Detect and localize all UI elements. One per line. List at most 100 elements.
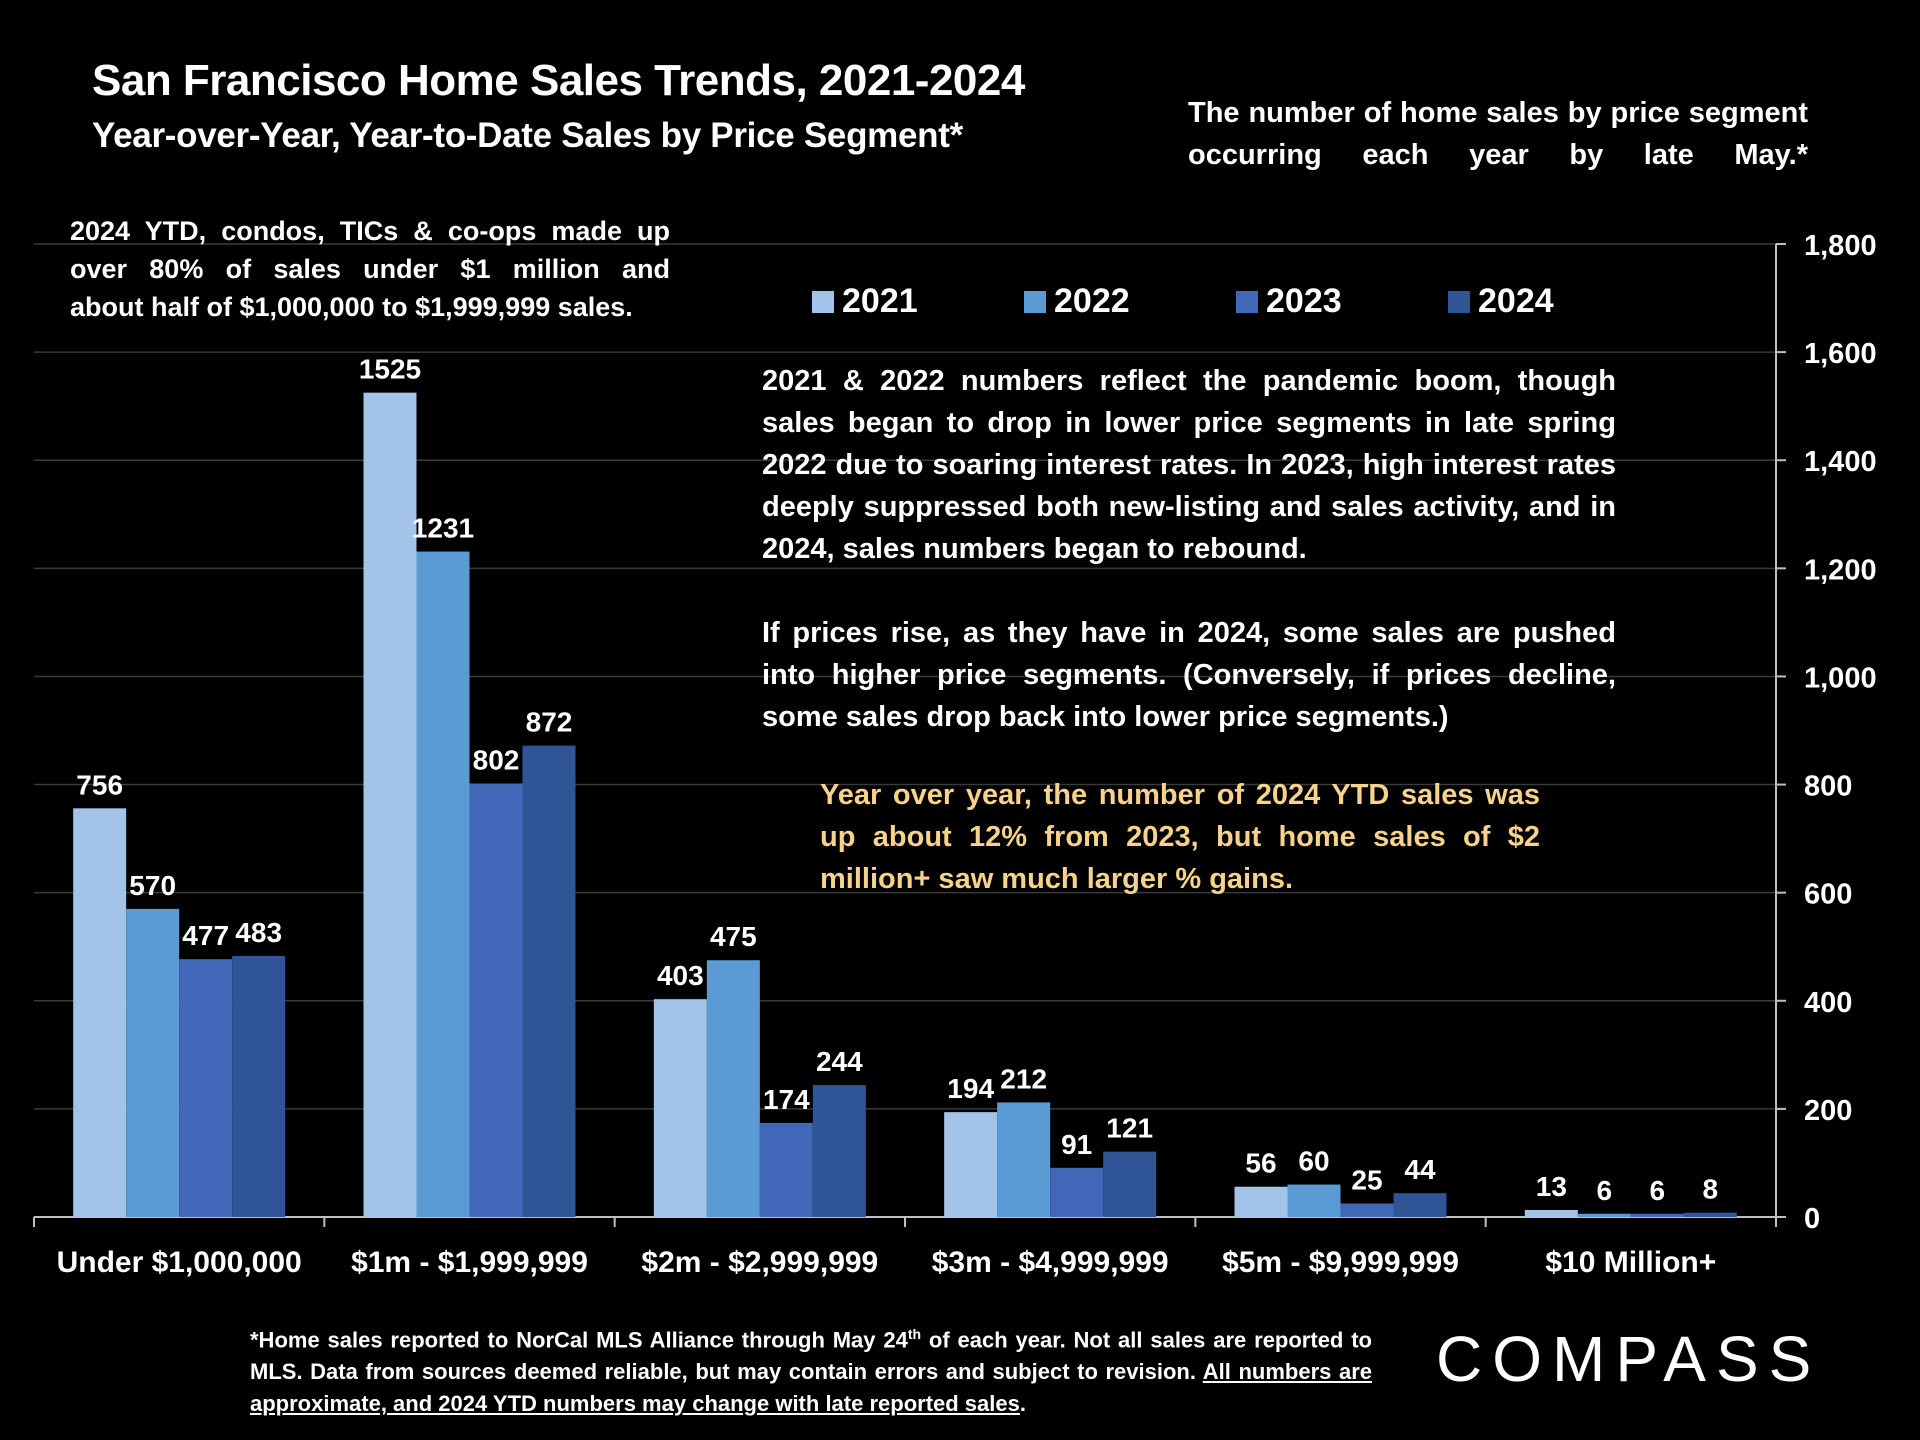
legend-label: 2024 [1478, 282, 1554, 320]
bar [363, 392, 417, 1217]
x-tick-label: $10 Million+ [1545, 1246, 1716, 1279]
data-label: 6 [1650, 1175, 1666, 1206]
bar [1524, 1209, 1578, 1217]
bar [126, 908, 180, 1217]
bar [1050, 1167, 1104, 1217]
bar [1340, 1203, 1394, 1217]
data-label: 121 [1106, 1113, 1153, 1144]
condo-note-line: about half of $1,000,000 to $1,999,999 s… [70, 292, 633, 322]
legend-swatch [1236, 290, 1258, 313]
bar [759, 1122, 813, 1217]
bar [1103, 1151, 1157, 1217]
legend-item: 2021 [812, 282, 918, 321]
chart-title: San Francisco Home Sales Trends, 2021-20… [92, 56, 1025, 105]
axes [33, 243, 1786, 1227]
legend-label: 2023 [1266, 282, 1342, 320]
data-label: 477 [182, 920, 229, 951]
data-label: 403 [657, 960, 704, 991]
data-label: 483 [235, 917, 282, 948]
bars [73, 392, 1737, 1217]
data-label: 25 [1351, 1164, 1382, 1195]
legend-item: 2023 [1236, 282, 1342, 321]
data-label: 1231 [412, 513, 474, 544]
data-label: 756 [76, 769, 123, 800]
pandemic-note-paragraph: 2021 & 2022 numbers reflect the pandemic… [762, 365, 1616, 565]
bar [1683, 1212, 1737, 1217]
legend-label: 2021 [842, 282, 918, 320]
data-label: 13 [1536, 1171, 1567, 1202]
top-note: The number of home sales by price segmen… [1188, 97, 1808, 171]
footnote-underlined: All numbers are approximate, and 2024 YT… [250, 1359, 1372, 1417]
footnote-end: . [1019, 1391, 1026, 1417]
bar [997, 1102, 1051, 1217]
condo-note: 2024 YTD, condos, TICs & co-ops made up … [70, 212, 670, 326]
bar [1393, 1193, 1447, 1217]
y-tick-label: 0 [1804, 1203, 1820, 1235]
yoy-note: Year over year, the number of 2024 YTD s… [820, 779, 1540, 895]
legend-item: 2022 [1024, 282, 1130, 321]
gridlines [34, 243, 1776, 1110]
bar [522, 745, 576, 1217]
bar [653, 999, 707, 1217]
data-label: 44 [1404, 1154, 1436, 1185]
data-label: 802 [473, 744, 520, 775]
data-label: 1525 [359, 354, 421, 385]
footnote-text: *Home sales reported to NorCal MLS Allia… [250, 1327, 908, 1353]
bar [1287, 1184, 1341, 1217]
data-label: 6 [1597, 1175, 1613, 1206]
y-tick-labels: 0 200 400 600 800 1,000 1,200 1,400 1,600 1,800 [1804, 230, 1877, 1235]
y-tick-label: 1,800 [1804, 230, 1877, 262]
bar [1630, 1213, 1684, 1217]
legend-swatch [812, 290, 834, 313]
data-label: 570 [129, 870, 176, 901]
y-tick-label: 1,000 [1804, 662, 1877, 694]
bar [416, 551, 470, 1217]
legend-item: 2024 [1448, 282, 1554, 321]
bar [232, 955, 286, 1217]
y-tick-label: 200 [1804, 1095, 1852, 1127]
legend-label: 2022 [1054, 282, 1130, 320]
footnote-text: of each year. Not all sales are reported… [250, 1327, 1372, 1385]
bar [1577, 1213, 1631, 1217]
bar [1234, 1186, 1288, 1217]
y-tick-label: 800 [1804, 771, 1852, 803]
compass-logo: COMPASS [1436, 1323, 1822, 1395]
x-tick-label: $5m - $9,999,999 [1222, 1246, 1459, 1279]
bar [179, 959, 233, 1217]
y-tick-label: 1,400 [1804, 446, 1877, 478]
legend: 2021 2022 2023 2024 [812, 282, 1612, 326]
bar [469, 783, 523, 1217]
legend-swatch [1024, 290, 1046, 313]
chart-subtitle: Year-over-Year, Year-to-Date Sales by Pr… [92, 116, 963, 155]
footnote: *Home sales reported to NorCal MLS Allia… [250, 1318, 1372, 1420]
data-label: 60 [1298, 1146, 1329, 1177]
data-label: 91 [1061, 1129, 1092, 1160]
x-tick-label: $1m - $1,999,999 [351, 1246, 588, 1279]
bar [812, 1085, 866, 1217]
data-label: 194 [947, 1073, 994, 1104]
data-label: 872 [526, 707, 573, 738]
data-label: 475 [710, 921, 757, 952]
x-tick-label: $3m - $4,999,999 [932, 1246, 1169, 1279]
condo-note-line: over 80% of sales under $1 million and [70, 254, 670, 284]
y-tick-label: 1,600 [1804, 338, 1877, 370]
data-label: 212 [1000, 1063, 1047, 1094]
bar [944, 1112, 998, 1217]
pandemic-note: 2021 & 2022 numbers reflect the pandemic… [762, 360, 1616, 780]
pandemic-note-paragraph: If prices rise, as they have in 2024, so… [762, 617, 1616, 733]
data-label: 56 [1245, 1148, 1276, 1179]
x-tick-label: $2m - $2,999,999 [641, 1246, 878, 1279]
footnote-superscript: th [907, 1326, 922, 1342]
data-label: 174 [763, 1084, 810, 1115]
x-tick-labels: Under $1,000,000 $1m - $1,999,999 $2m - $2… [57, 1246, 1717, 1279]
bar [706, 960, 760, 1217]
data-label: 244 [816, 1046, 863, 1077]
x-tick-label: Under $1,000,000 [57, 1246, 302, 1279]
bar [73, 808, 127, 1217]
condo-note-line: 2024 YTD, condos, TICs & co-ops made up [70, 216, 670, 246]
y-tick-label: 400 [1804, 987, 1852, 1019]
y-tick-label: 1,200 [1804, 554, 1877, 586]
data-label: 8 [1703, 1174, 1719, 1205]
